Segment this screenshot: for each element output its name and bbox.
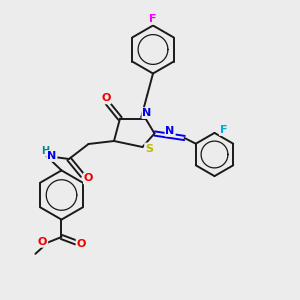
Text: N: N bbox=[47, 151, 56, 161]
Text: O: O bbox=[38, 237, 47, 247]
Text: O: O bbox=[101, 93, 111, 103]
Text: S: S bbox=[145, 143, 153, 154]
Text: H: H bbox=[41, 146, 49, 156]
Text: O: O bbox=[76, 239, 86, 249]
Text: O: O bbox=[84, 173, 93, 184]
Text: F: F bbox=[220, 125, 227, 135]
Text: N: N bbox=[166, 126, 175, 136]
Text: F: F bbox=[149, 14, 157, 24]
Text: N: N bbox=[142, 108, 152, 118]
